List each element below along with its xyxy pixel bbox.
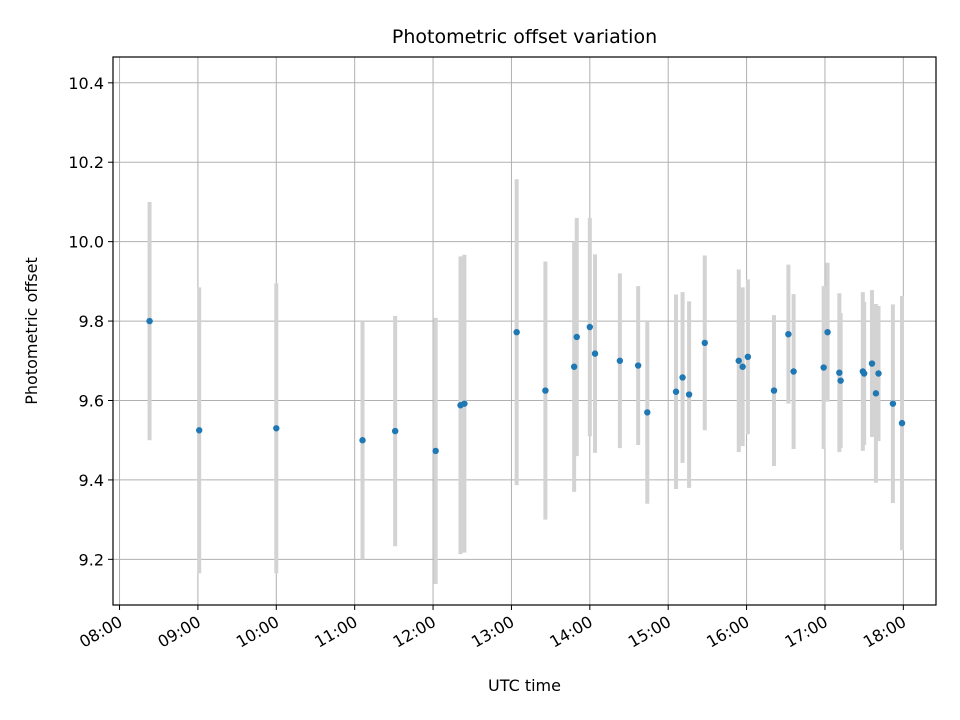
data-point <box>872 390 880 397</box>
data-point <box>790 368 797 375</box>
x-tick-label: 18:00 <box>860 612 909 652</box>
x-tick-label: 12:00 <box>390 612 439 652</box>
data-point <box>573 333 580 341</box>
grid <box>113 57 936 605</box>
x-tick-label: 14:00 <box>546 612 595 652</box>
data-point <box>770 387 778 394</box>
data-point <box>672 388 680 395</box>
x-tick-label: 09:00 <box>154 612 203 652</box>
data-point <box>432 447 439 455</box>
data-points <box>146 317 906 455</box>
data-point <box>875 370 882 377</box>
data-point <box>701 339 708 347</box>
data-point <box>273 425 280 432</box>
data-point <box>391 427 399 435</box>
x-axis-ticks: 08:00 09:00 10:00 11:00 12:00 13:00 14:00 15:00… <box>76 605 909 652</box>
data-point <box>744 353 752 361</box>
data-point <box>644 409 651 416</box>
data-point <box>146 317 153 325</box>
data-point <box>898 419 906 427</box>
data-point <box>739 363 746 370</box>
data-point <box>837 377 844 384</box>
x-tick-label: 16:00 <box>703 612 752 652</box>
data-point <box>616 357 624 364</box>
chart-title: Photometric offset variation <box>392 26 657 48</box>
x-tick-label: 10:00 <box>233 612 282 652</box>
data-point <box>586 323 594 331</box>
data-point <box>570 363 578 370</box>
y-tick-label: 9.6 <box>79 391 104 410</box>
x-tick-label: 17:00 <box>782 612 831 652</box>
data-point <box>824 328 831 336</box>
x-axis-label: UTC time <box>488 676 561 695</box>
y-tick-label: 10.0 <box>68 233 104 252</box>
data-point <box>868 360 876 367</box>
y-tick-label: 9.2 <box>79 550 104 569</box>
data-point <box>836 369 843 376</box>
plot-area-frame <box>112 56 937 606</box>
data-point <box>513 328 520 336</box>
data-point <box>359 437 366 444</box>
data-point <box>685 391 693 398</box>
y-tick-label: 10.2 <box>68 153 104 172</box>
data-point <box>591 350 599 357</box>
data-point <box>461 400 468 407</box>
y-tick-label: 9.4 <box>79 471 104 490</box>
y-tick-label: 9.8 <box>79 312 104 331</box>
x-tick-label: 13:00 <box>468 612 517 652</box>
data-point <box>820 364 827 371</box>
data-point <box>860 370 868 377</box>
data-point <box>889 400 897 407</box>
data-point <box>196 427 203 434</box>
x-tick-label: 15:00 <box>625 612 674 652</box>
y-axis-label: Photometric offset <box>22 257 41 405</box>
data-point <box>679 374 686 381</box>
data-point <box>785 330 792 338</box>
data-point <box>634 362 642 369</box>
y-axis-ticks: 9.2 9.4 9.6 9.8 10.0 10.2 10.4 <box>68 74 113 569</box>
error-bars <box>147 179 905 584</box>
y-tick-label: 10.4 <box>68 74 104 93</box>
x-tick-label: 08:00 <box>76 612 125 652</box>
data-point <box>542 387 549 394</box>
x-tick-label: 11:00 <box>311 612 360 652</box>
data-point <box>735 357 742 364</box>
